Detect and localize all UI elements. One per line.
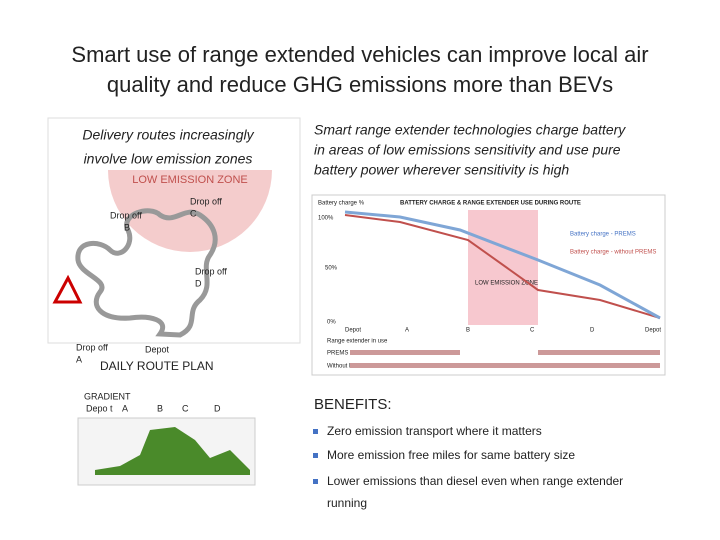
title: quality and reduce GHG emissions more th…	[107, 72, 613, 97]
chart-title: BATTERY CHARGE & RANGE EXTENDER USE DURI…	[400, 201, 581, 207]
benefit: Lower emissions than diesel even when ra…	[327, 474, 623, 488]
stop-label: Drop off	[195, 266, 227, 276]
bullet	[313, 429, 318, 434]
bullet	[313, 453, 318, 458]
chart-bar	[538, 350, 660, 355]
gradient-label: D	[214, 403, 221, 413]
chart-line	[344, 214, 661, 319]
plan-label: DAILY ROUTE PLAN	[100, 359, 214, 373]
panel-frame	[47, 117, 301, 344]
gradient-label: A	[122, 403, 128, 413]
intro: battery power wherever sensitivity is hi…	[314, 162, 569, 178]
stop-label: B	[124, 222, 130, 232]
heading: Delivery routes increasingly	[82, 127, 254, 143]
bullet	[313, 479, 318, 484]
stop-label: D	[195, 278, 202, 288]
stop-label: A	[76, 354, 82, 364]
chart-label: Depot	[345, 328, 361, 334]
warning-sign	[52, 274, 83, 304]
chart-label: D	[590, 328, 595, 334]
gradient-label: B	[157, 403, 163, 413]
stop-label: Drop off	[110, 210, 142, 220]
chart-bar	[350, 350, 460, 355]
depot-label: Depot	[145, 344, 170, 354]
gradient-profile	[95, 427, 250, 475]
chart-label: Range extender in use	[327, 339, 388, 345]
title: Smart use of range extended vehicles can…	[71, 42, 648, 67]
chart-label: LOW EMISSION ZONE	[475, 281, 538, 287]
gradient-label: C	[182, 403, 189, 413]
chart-legend: Battery charge - PREMS	[570, 232, 636, 238]
chart-zone	[468, 210, 538, 325]
heading: involve low emission zones	[84, 151, 253, 167]
intro: in areas of low emissions sensitivity an…	[314, 142, 621, 158]
zone-label: LOW EMISSION ZONE	[132, 174, 248, 186]
benefit: More emission free miles for same batter…	[327, 448, 575, 462]
chart-label: C	[530, 328, 535, 334]
stop-label: Drop off	[190, 196, 222, 206]
chart-label: 0%	[327, 320, 336, 326]
chart-label: 50%	[325, 266, 338, 272]
chart-legend: Battery charge - without PREMS	[570, 250, 656, 256]
gradient-label: Depo t	[86, 403, 113, 413]
intro: Smart range extender technologies charge…	[314, 122, 626, 138]
route	[75, 208, 218, 338]
chart-label: Without PREMS	[327, 364, 370, 370]
chart-bar	[350, 363, 660, 368]
benefits-title: BENEFITS:	[314, 396, 392, 413]
stop-label: Drop off	[76, 342, 108, 352]
benefit: Zero emission transport where it matters	[327, 424, 542, 438]
chart-label: Battery charge %	[318, 201, 365, 207]
chart-line	[344, 210, 661, 320]
chart-label: PREMS	[327, 351, 348, 357]
chart-label: B	[466, 328, 470, 334]
chart-label: Depot	[645, 328, 661, 334]
chart-label: A	[405, 328, 409, 334]
chart-label: 100%	[318, 216, 334, 222]
stop-label: C	[190, 208, 197, 218]
benefit: running	[327, 496, 367, 510]
gradient-title: GRADIENT	[84, 391, 131, 401]
